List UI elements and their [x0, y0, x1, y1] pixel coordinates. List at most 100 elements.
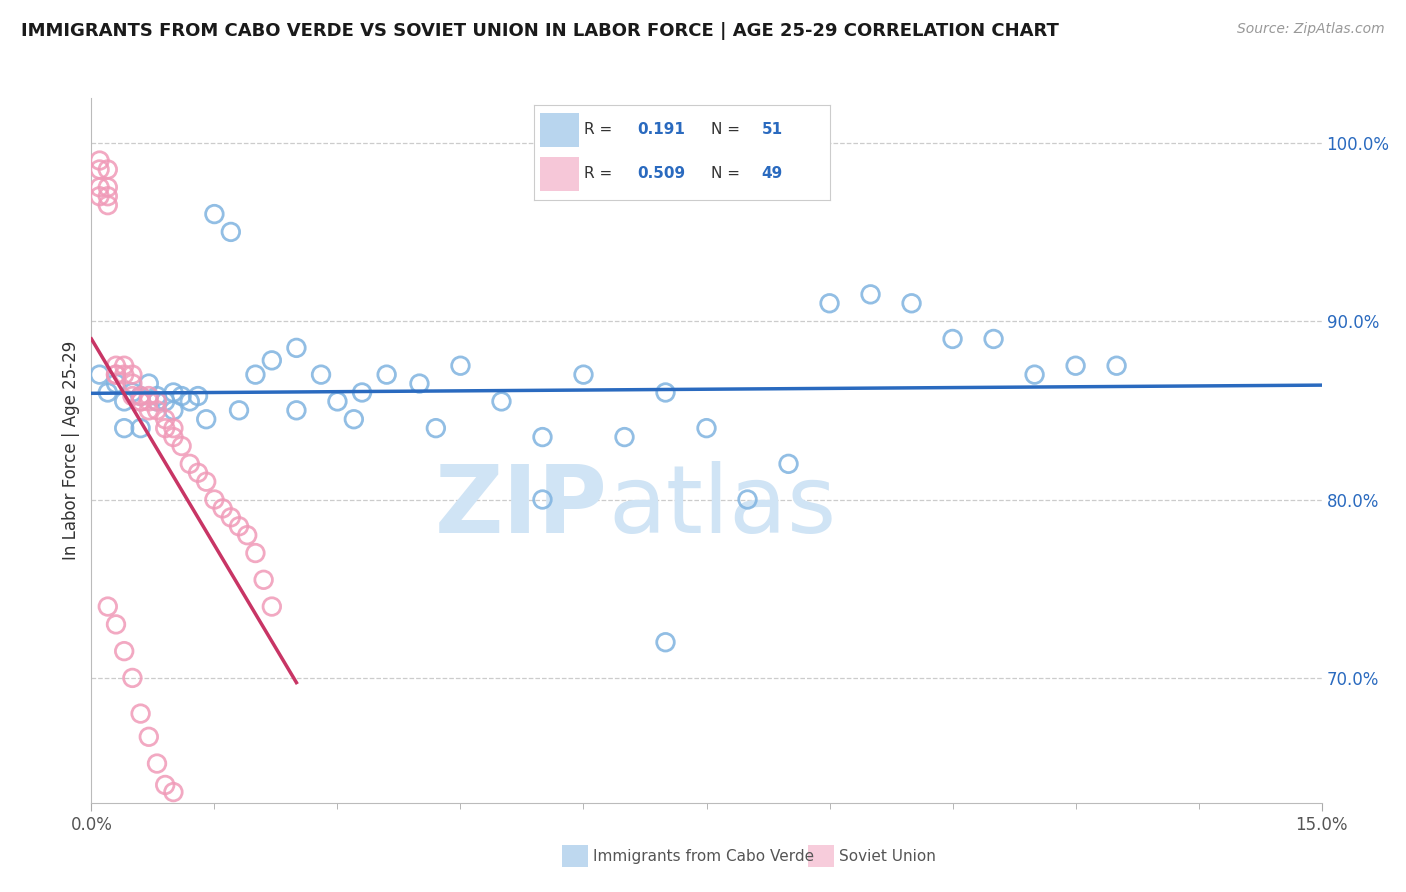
Point: [121, 376, 143, 391]
Point: [146, 394, 169, 409]
Point: [112, 421, 135, 435]
Point: [146, 389, 169, 403]
Point: [260, 599, 283, 614]
Point: [531, 430, 554, 444]
Point: [105, 368, 127, 382]
Point: [112, 394, 135, 409]
Point: [105, 359, 127, 373]
Point: [129, 394, 152, 409]
Point: [97, 189, 120, 203]
Point: [105, 376, 127, 391]
Point: [449, 359, 471, 373]
Point: [129, 389, 152, 403]
Point: [245, 368, 267, 382]
Point: [89, 368, 111, 382]
Text: IMMIGRANTS FROM CABO VERDE VS SOVIET UNION IN LABOR FORCE | AGE 25-29 CORRELATIO: IMMIGRANTS FROM CABO VERDE VS SOVIET UNI…: [21, 22, 1059, 40]
Point: [818, 296, 841, 310]
Point: [162, 785, 184, 799]
Point: [89, 162, 111, 177]
Point: [343, 412, 366, 426]
Point: [112, 359, 135, 373]
Text: Immigrants from Cabo Verde: Immigrants from Cabo Verde: [593, 849, 814, 863]
Point: [89, 153, 111, 168]
Point: [170, 389, 193, 403]
Point: [285, 403, 308, 417]
Point: [138, 389, 160, 403]
Point: [195, 412, 218, 426]
Point: [202, 492, 225, 507]
Point: [260, 353, 283, 368]
Point: [654, 385, 676, 400]
Point: [97, 180, 120, 194]
Text: Source: ZipAtlas.com: Source: ZipAtlas.com: [1237, 22, 1385, 37]
Point: [285, 341, 308, 355]
Point: [900, 296, 922, 310]
Text: Soviet Union: Soviet Union: [839, 849, 936, 863]
Point: [129, 421, 152, 435]
Point: [202, 207, 225, 221]
Point: [245, 546, 267, 560]
Point: [121, 385, 143, 400]
Point: [572, 368, 595, 382]
Point: [613, 430, 636, 444]
Point: [654, 635, 676, 649]
Point: [129, 394, 152, 409]
Point: [1024, 368, 1046, 382]
Text: atlas: atlas: [607, 461, 837, 553]
Point: [187, 466, 209, 480]
Point: [89, 189, 111, 203]
Point: [179, 394, 201, 409]
Point: [162, 430, 184, 444]
Point: [162, 421, 184, 435]
Point: [162, 385, 184, 400]
Point: [97, 198, 120, 212]
Point: [146, 403, 169, 417]
Point: [778, 457, 800, 471]
Point: [326, 394, 349, 409]
Point: [162, 403, 184, 417]
Point: [352, 385, 374, 400]
Point: [129, 706, 152, 721]
Text: ZIP: ZIP: [436, 461, 607, 553]
Point: [983, 332, 1005, 346]
Point: [236, 528, 259, 542]
Point: [112, 644, 135, 658]
Point: [105, 368, 127, 382]
Point: [105, 617, 127, 632]
Point: [195, 475, 218, 489]
Point: [138, 403, 160, 417]
Point: [1105, 359, 1128, 373]
Point: [859, 287, 882, 301]
Point: [179, 457, 201, 471]
Point: [121, 389, 143, 403]
Point: [1064, 359, 1087, 373]
Point: [408, 376, 430, 391]
Point: [97, 162, 120, 177]
Point: [121, 671, 143, 685]
Point: [129, 389, 152, 403]
Point: [153, 778, 177, 792]
Point: [942, 332, 965, 346]
Point: [309, 368, 332, 382]
Point: [138, 394, 160, 409]
Point: [138, 730, 160, 744]
Point: [89, 180, 111, 194]
Point: [153, 412, 177, 426]
Point: [253, 573, 276, 587]
Point: [228, 519, 250, 533]
Point: [219, 510, 242, 524]
Point: [531, 492, 554, 507]
Point: [170, 439, 193, 453]
Point: [121, 368, 143, 382]
Point: [425, 421, 447, 435]
Point: [219, 225, 242, 239]
Point: [695, 421, 717, 435]
Point: [228, 403, 250, 417]
Point: [146, 756, 169, 771]
Point: [211, 501, 233, 516]
Point: [737, 492, 759, 507]
Point: [187, 389, 209, 403]
Point: [153, 394, 177, 409]
Point: [375, 368, 398, 382]
Point: [97, 599, 120, 614]
